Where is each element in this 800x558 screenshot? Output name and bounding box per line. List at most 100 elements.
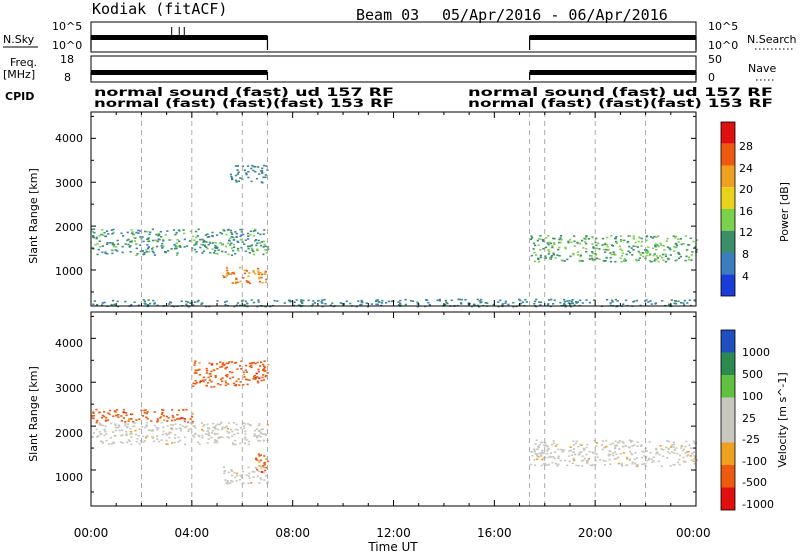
velocity-echoes-cell-2-46 bbox=[221, 380, 224, 383]
velocity-echoes-cell-5-169 bbox=[614, 440, 617, 443]
velocity-echoes-cell-0-130 bbox=[126, 441, 129, 444]
power-echoes-cell-3-264 bbox=[596, 257, 599, 260]
velocity-echoes-cell-0-31 bbox=[184, 436, 187, 439]
power-echoes-cell-4-185 bbox=[473, 303, 476, 306]
velocity-echoes-cell-0-205 bbox=[104, 430, 107, 433]
power-echoes-cell-3-215 bbox=[609, 252, 612, 254]
power-echoes-cell-3-279 bbox=[591, 236, 594, 239]
power-echoes-cell-4-84 bbox=[250, 299, 253, 301]
power-echoes-cell-0-247 bbox=[252, 230, 255, 232]
power-echoes-cell-4-249 bbox=[360, 301, 363, 303]
power-echoes-cell-4-211 bbox=[194, 301, 197, 303]
power-echoes-cell-2-0 bbox=[255, 177, 259, 180]
power-echoes-cell-2-39 bbox=[261, 181, 264, 184]
beam-label: Beam 03 bbox=[356, 6, 419, 24]
power-echoes-cell-0-208 bbox=[115, 246, 118, 248]
velocity-echoes-cell-2-82 bbox=[266, 372, 269, 374]
velocity-echoes-cell-5-93 bbox=[631, 461, 634, 463]
power-echoes-cell-4-247 bbox=[575, 301, 578, 303]
velocity-echoes-cell-2-27 bbox=[233, 384, 236, 387]
power-echoes-cell-4-318 bbox=[113, 303, 116, 306]
velocity-echoes-cell-0-6 bbox=[136, 438, 139, 440]
velocity-echoes-cell-0-30 bbox=[243, 422, 246, 425]
power-echoes-cell-0-330 bbox=[195, 242, 198, 245]
cpid-block1-row1: normal sound (fast) ud 157 RF bbox=[94, 85, 394, 99]
power-echoes-cell-0-257 bbox=[206, 247, 209, 250]
power-echoes-cell-3-268 bbox=[539, 249, 542, 251]
velocity-echoes-cell-5-168 bbox=[575, 464, 578, 467]
power-echoes-cell-4-126 bbox=[616, 300, 619, 302]
freq-panel-frame bbox=[90, 55, 697, 83]
freq-right-label: Nave bbox=[748, 62, 776, 75]
power-echoes-cell-3-51 bbox=[597, 242, 600, 245]
velocity-echoes-cell-0-254 bbox=[142, 435, 145, 438]
velocity-echoes-cell-1-86 bbox=[145, 412, 148, 415]
power-echoes-cell-3-135 bbox=[687, 244, 690, 246]
power-echoes-cell-3-143 bbox=[611, 244, 614, 246]
velocity-echoes-cell-5-188 bbox=[693, 458, 696, 460]
power-echoes-cell-3-69 bbox=[551, 245, 554, 247]
power-echoes-cell-3-186 bbox=[585, 248, 588, 250]
velocity-echoes-cell-2-63 bbox=[193, 362, 197, 364]
velocity-echoes-cell-5-284 bbox=[683, 460, 686, 463]
power-echoes-cell-2-12 bbox=[239, 177, 242, 179]
power-echoes-cell-4-66 bbox=[512, 305, 515, 308]
power-echoes-cell-0-324 bbox=[236, 240, 239, 243]
power-echoes-cell-4-316 bbox=[385, 302, 388, 304]
velocity-echoes-cell-5-103 bbox=[546, 452, 549, 455]
velocity-echoes-cell-5-79 bbox=[652, 456, 655, 458]
power-echoes-cell-4-138 bbox=[187, 301, 190, 303]
power-echoes-cell-0-163 bbox=[157, 238, 160, 240]
velocity-echoes-cell-2-43 bbox=[217, 383, 220, 385]
power-echoes-cell-4-287 bbox=[436, 299, 439, 302]
velocity-echoes-cell-1-40 bbox=[165, 415, 168, 418]
power-echoes-cell-0-186 bbox=[120, 232, 123, 235]
velocity-echoes-cell-1-68 bbox=[187, 421, 190, 424]
velocity-echoes-cell-5-74 bbox=[631, 445, 634, 447]
power-echoes-cell-4-92 bbox=[581, 302, 584, 304]
velocity-echoes-cell-5-267 bbox=[595, 442, 599, 444]
power-echoes-cell-4-298 bbox=[410, 299, 413, 302]
power-echoes-cell-3-233 bbox=[548, 241, 551, 244]
velocity-echoes-cell-5-143 bbox=[586, 443, 589, 446]
power-echoes-cell-3-61 bbox=[530, 254, 533, 257]
velocity-echoes-cell-0-195 bbox=[228, 436, 231, 439]
velocity-echoes-cell-1-4 bbox=[129, 418, 132, 420]
power-echoes-cell-3-10 bbox=[560, 238, 563, 241]
power-echoes-cell-3-156 bbox=[542, 247, 545, 250]
power-echoes-cell-4-59 bbox=[682, 302, 685, 304]
velocity-colorbar bbox=[720, 329, 736, 511]
noise-left-tick-bottom: 10^0 bbox=[52, 39, 82, 52]
power-echoes-cell-0-31 bbox=[230, 254, 234, 257]
power-echoes-cell-4-148 bbox=[547, 303, 550, 305]
velocity-echoes-cell-5-19 bbox=[693, 463, 696, 465]
velocity-echoes-cell-5-261 bbox=[614, 446, 617, 448]
power-echoes-cell-4-74 bbox=[539, 304, 542, 306]
power-echoes-cell-0-157 bbox=[147, 247, 150, 250]
velocity-echoes-cell-0-65 bbox=[256, 436, 259, 439]
velocity-echoes-cell-1-44 bbox=[191, 420, 194, 423]
velocity-echoes-cell-5-290 bbox=[608, 458, 611, 461]
velocity-echoes-cell-2-12 bbox=[259, 365, 262, 367]
power-echoes-cell-4-56 bbox=[677, 300, 680, 303]
station-title: Kodiak (fitACF) bbox=[92, 0, 227, 18]
power-echoes-cell-4-179 bbox=[480, 298, 483, 301]
power-echoes-cell-0-151 bbox=[92, 248, 95, 250]
velocity-echoes-cell-2-57 bbox=[243, 373, 246, 376]
velocity-echoes-cell-5-23 bbox=[546, 445, 549, 448]
power-echoes-cell-0-220 bbox=[247, 247, 250, 250]
power-echoes-cell-3-75 bbox=[591, 243, 594, 245]
power-echoes-cell-3-136 bbox=[642, 255, 645, 258]
velocity-echoes-cell-0-119 bbox=[177, 436, 180, 439]
power-echoes-cell-0-153 bbox=[157, 234, 160, 236]
power-echoes-cell-4-302 bbox=[460, 303, 463, 305]
power-echoes-cell-0-92 bbox=[179, 245, 182, 247]
power-echoes-cell-3-147 bbox=[534, 244, 537, 247]
velocity-echoes-cell-0-73 bbox=[169, 424, 173, 426]
velocity-echoes-cell-1-9 bbox=[185, 408, 188, 411]
velocity-echoes-cell-0-264 bbox=[165, 434, 169, 436]
velocity-echoes-cell-2-39 bbox=[213, 385, 216, 388]
power-echoes-cell-4-164 bbox=[570, 305, 573, 308]
power-echoes-cell-3-246 bbox=[672, 250, 676, 252]
power-echoes-cell-0-245 bbox=[256, 242, 259, 244]
